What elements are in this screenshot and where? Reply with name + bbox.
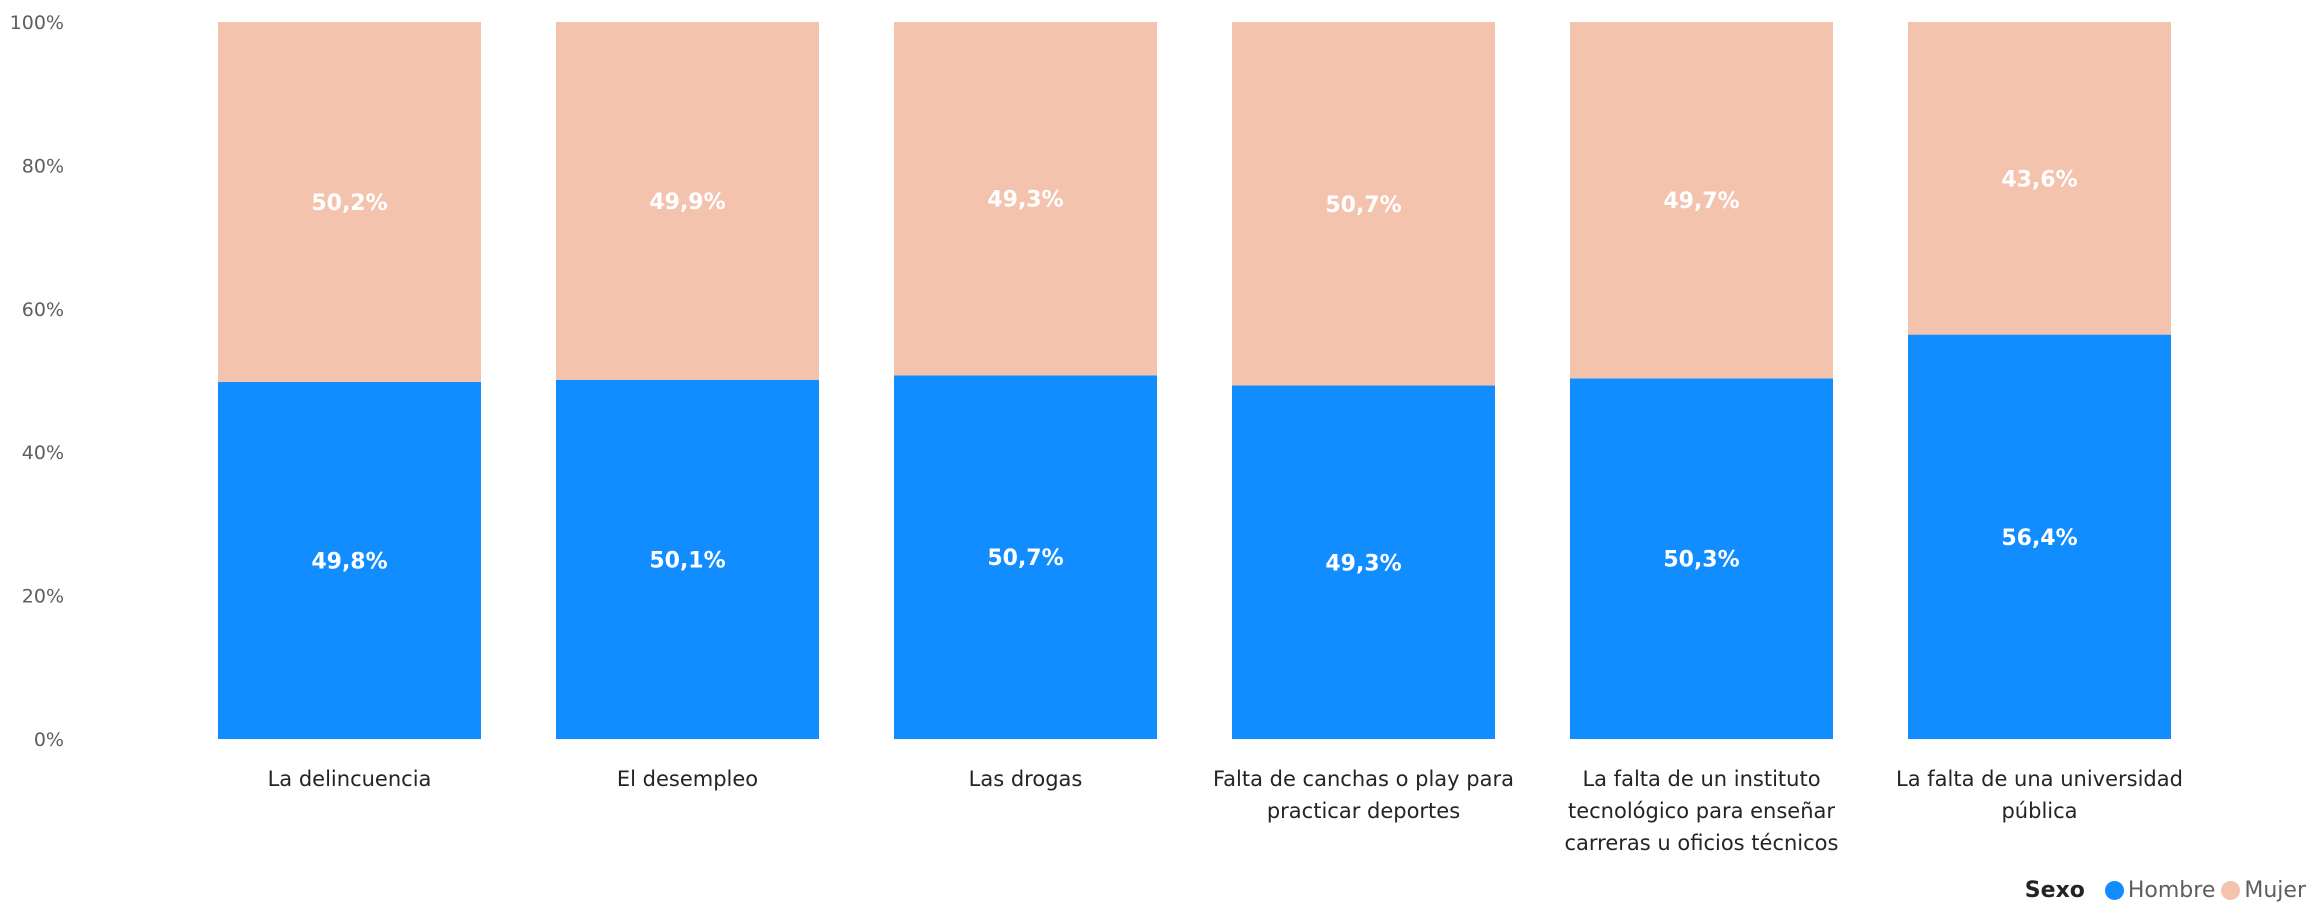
category-label-line: La falta de un instituto bbox=[1582, 767, 1820, 791]
data-label: 50,3% bbox=[1663, 548, 1739, 573]
data-label: 43,6% bbox=[2001, 167, 2077, 192]
bar-mujer bbox=[1570, 22, 1833, 379]
y-tick-label: 40% bbox=[22, 442, 64, 464]
data-label: 50,1% bbox=[649, 548, 725, 573]
bar-hombre bbox=[1908, 334, 2171, 739]
y-tick-label: 60% bbox=[22, 299, 64, 321]
data-label: 56,4% bbox=[2001, 526, 2077, 551]
data-label: 49,3% bbox=[987, 188, 1063, 213]
bar-hombre bbox=[218, 381, 481, 739]
bar-mujer bbox=[1908, 22, 2171, 335]
category-label: Falta de canchas o play para practicar de… bbox=[1213, 767, 1514, 823]
data-label: 50,2% bbox=[311, 191, 387, 216]
category-label-line: practicar deportes bbox=[1267, 799, 1460, 823]
category-label-line: El desempleo bbox=[617, 767, 758, 791]
category-label-line: pública bbox=[2001, 799, 2077, 823]
bar-hombre bbox=[894, 375, 1157, 739]
data-label: 49,9% bbox=[649, 190, 725, 215]
category-label: Las drogas bbox=[969, 767, 1083, 791]
legend-dot-mujer bbox=[2221, 880, 2241, 900]
legend: Sexo Hombre Mujer bbox=[2025, 875, 2306, 905]
legend-label-hombre: Hombre bbox=[2127, 877, 2216, 903]
y-tick-label: 0% bbox=[34, 729, 64, 751]
bar-hombre bbox=[1232, 385, 1495, 739]
category-label: La delincuencia bbox=[268, 767, 432, 791]
legend-label-mujer: Mujer bbox=[2244, 877, 2306, 903]
category-label: La falta de una universidad pública bbox=[1896, 767, 2183, 823]
category-label-line: Falta de canchas o play para bbox=[1213, 767, 1514, 791]
category-label-line: carreras u oficios técnicos bbox=[1565, 831, 1839, 855]
bars: 49,8% 50,2% 50,1% 49,9% 50,7% 49,3% 49,3% 50,7%… bbox=[218, 22, 2171, 739]
bar-mujer bbox=[556, 22, 819, 380]
legend-dot-hombre bbox=[2104, 880, 2124, 900]
legend-item-hombre[interactable]: Hombre bbox=[2104, 877, 2216, 903]
category-label: La falta de un instituto tecnológico para… bbox=[1565, 767, 1839, 855]
y-tick-label: 20% bbox=[22, 586, 64, 608]
category-label-line: La delincuencia bbox=[268, 767, 432, 791]
bar-hombre bbox=[1570, 378, 1833, 739]
category-label: El desempleo bbox=[617, 767, 758, 791]
bar-mujer bbox=[894, 22, 1157, 376]
bar-mujer bbox=[218, 22, 481, 382]
data-label: 49,8% bbox=[311, 549, 387, 574]
y-axis: 0% 20% 40% 60% 80% 100% bbox=[10, 12, 64, 751]
data-label: 49,3% bbox=[1325, 551, 1401, 576]
x-axis: La delincuencia El desempleo Las drogas Fal… bbox=[268, 767, 2183, 855]
category-label-line: La falta de una universidad bbox=[1896, 767, 2183, 791]
data-label: 49,7% bbox=[1663, 189, 1739, 214]
y-tick-label: 80% bbox=[22, 155, 64, 177]
data-label: 50,7% bbox=[1325, 193, 1401, 218]
bar-hombre bbox=[556, 379, 819, 739]
legend-title: Sexo bbox=[2024, 877, 2085, 903]
category-label-line: tecnológico para enseñar bbox=[1568, 799, 1835, 823]
legend-item-mujer[interactable]: Mujer bbox=[2221, 878, 2306, 903]
y-tick-label: 100% bbox=[10, 12, 64, 34]
category-label-line: Las drogas bbox=[969, 767, 1083, 791]
data-label: 50,7% bbox=[987, 546, 1063, 571]
bar-mujer bbox=[1232, 22, 1495, 386]
